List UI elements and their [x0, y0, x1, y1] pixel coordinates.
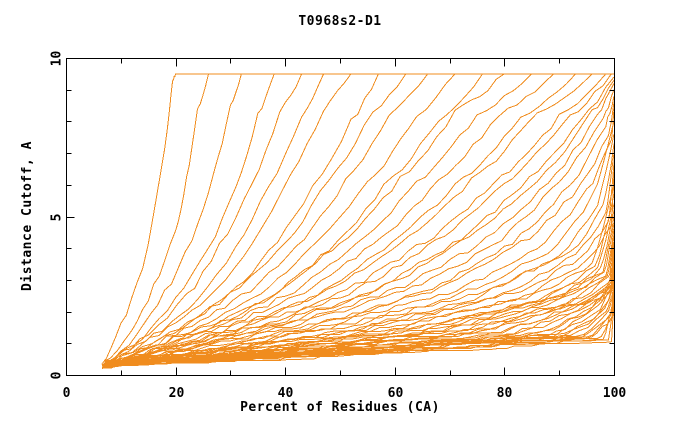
x-tick-label: 80 [497, 386, 513, 401]
series-line [103, 302, 615, 367]
series-line [104, 73, 614, 364]
series-line [105, 273, 615, 362]
series-line [101, 73, 614, 368]
series-line [105, 241, 615, 365]
y-tick-label: 0 [50, 371, 65, 379]
data-series-layer [101, 73, 615, 370]
x-axis-label: Percent of Residues (CA) [240, 400, 440, 415]
series-line [105, 73, 614, 364]
series-line [103, 153, 615, 364]
series-line [104, 73, 614, 363]
y-tick-label: 10 [50, 51, 65, 67]
series-line [104, 73, 614, 365]
series-line [101, 73, 614, 370]
series-line [101, 73, 614, 365]
series-line [105, 73, 614, 363]
series-line [103, 73, 614, 365]
series-line [103, 73, 614, 364]
series-line [103, 108, 615, 369]
series-line [105, 73, 614, 364]
series-line [105, 184, 615, 364]
axis-layer [66, 58, 615, 376]
series-line [103, 73, 614, 368]
series-line [104, 73, 614, 365]
x-tick-label: 0 [63, 386, 71, 401]
series-line [104, 162, 615, 364]
x-tick-label: 100 [603, 386, 627, 401]
x-tick-label: 60 [388, 386, 404, 401]
y-tick-label: 5 [50, 214, 65, 222]
chart-title: T0968s2-D1 [298, 14, 382, 29]
series-line [106, 143, 615, 361]
series-line [103, 73, 614, 365]
series-line [103, 73, 614, 363]
series-line [105, 79, 615, 364]
tick-label-layer: 0 20 40 60 80 100 0 5 10 [50, 51, 627, 401]
series-line [104, 295, 615, 366]
x-tick-label: 40 [278, 386, 294, 401]
series-line [104, 89, 615, 366]
series-line [106, 73, 614, 364]
x-tick-label: 20 [169, 386, 185, 401]
series-line [105, 260, 615, 364]
series-line [105, 102, 615, 365]
